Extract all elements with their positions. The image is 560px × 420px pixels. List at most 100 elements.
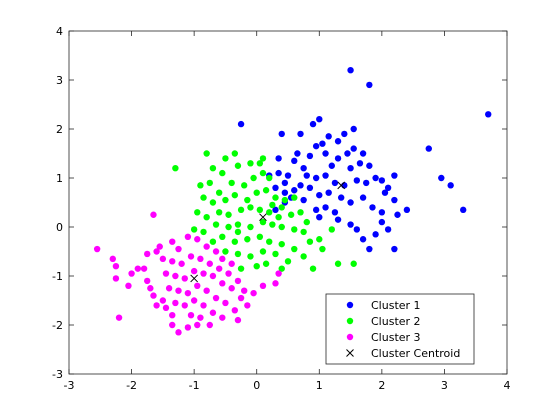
y-tick-label: 4	[56, 25, 63, 38]
data-point	[372, 174, 379, 182]
x-tick-label: 2	[378, 379, 385, 392]
data-point	[384, 184, 392, 191]
data-point	[150, 292, 157, 299]
data-point	[209, 165, 217, 172]
data-point	[341, 130, 348, 138]
data-point	[215, 265, 223, 272]
data-point	[215, 209, 223, 216]
data-point	[140, 265, 148, 272]
data-point	[341, 182, 348, 189]
data-point	[378, 177, 386, 184]
data-point	[309, 120, 317, 128]
data-point	[312, 174, 320, 182]
data-point	[272, 194, 279, 201]
data-point	[316, 236, 323, 243]
data-point	[309, 265, 317, 272]
data-point	[485, 111, 492, 118]
data-point	[203, 214, 210, 221]
centroid-marker	[337, 181, 346, 190]
data-point	[334, 216, 342, 223]
data-point	[378, 218, 386, 226]
data-point	[203, 150, 210, 157]
data-point	[266, 238, 273, 245]
data-point	[275, 155, 282, 162]
data-point	[237, 120, 245, 128]
data-point	[359, 236, 367, 243]
data-point	[197, 255, 204, 263]
data-point	[306, 152, 314, 160]
data-point	[460, 206, 467, 214]
data-point	[128, 270, 135, 277]
data-point	[325, 133, 332, 140]
series-2	[172, 150, 357, 272]
x-tick-label: 4	[504, 379, 511, 392]
data-point	[300, 196, 307, 204]
data-point	[247, 160, 254, 167]
data-point	[134, 265, 142, 272]
data-point	[112, 263, 120, 270]
data-point	[200, 270, 207, 277]
data-point	[306, 238, 314, 245]
data-point	[194, 282, 201, 289]
data-point	[194, 209, 201, 216]
data-point	[109, 255, 117, 263]
data-point	[172, 272, 179, 280]
data-point	[259, 169, 267, 177]
data-point	[394, 211, 401, 218]
x-tick-label: -2	[126, 379, 137, 392]
data-point	[334, 155, 342, 162]
data-point	[162, 270, 170, 277]
legend-marker	[346, 301, 354, 309]
legend-label: Cluster 2	[371, 315, 421, 328]
data-point	[259, 248, 267, 255]
data-point	[359, 194, 367, 201]
data-point	[156, 243, 163, 250]
data-point	[194, 321, 201, 329]
data-point	[219, 255, 226, 263]
data-point	[297, 130, 304, 138]
data-point	[169, 312, 176, 319]
data-point	[234, 250, 242, 258]
data-point	[322, 150, 329, 157]
data-point	[337, 194, 345, 201]
data-point	[319, 140, 326, 147]
data-point	[115, 314, 123, 321]
data-point	[256, 206, 264, 214]
data-marks	[93, 67, 492, 336]
legend-marker	[346, 349, 354, 357]
data-point	[278, 130, 285, 138]
data-point	[175, 329, 182, 336]
data-point	[228, 179, 235, 187]
data-point	[281, 189, 289, 196]
data-point	[231, 238, 239, 245]
data-point	[194, 236, 201, 243]
data-point	[250, 289, 257, 297]
data-point	[350, 145, 357, 152]
data-point	[219, 280, 226, 287]
data-point	[190, 226, 198, 233]
data-point	[234, 221, 242, 228]
data-point	[300, 253, 307, 260]
data-point	[350, 125, 357, 133]
data-point	[322, 172, 329, 179]
data-point	[150, 211, 157, 218]
legend-label: Cluster 3	[371, 331, 421, 344]
data-point	[237, 294, 245, 302]
data-point	[319, 245, 326, 253]
legend-marker	[346, 333, 354, 341]
data-point	[262, 260, 270, 267]
legend-label: Cluster Centroid	[371, 347, 460, 360]
data-point	[212, 248, 220, 255]
data-point	[269, 221, 276, 228]
data-point	[347, 199, 354, 206]
x-tick-label: -1	[189, 379, 200, 392]
data-point	[344, 150, 351, 157]
data-point	[316, 116, 323, 123]
data-point	[203, 287, 210, 294]
legend-label: Cluster 1	[371, 299, 421, 312]
data-point	[353, 226, 361, 233]
data-point	[247, 223, 254, 231]
data-point	[175, 287, 182, 294]
data-point	[219, 314, 226, 321]
